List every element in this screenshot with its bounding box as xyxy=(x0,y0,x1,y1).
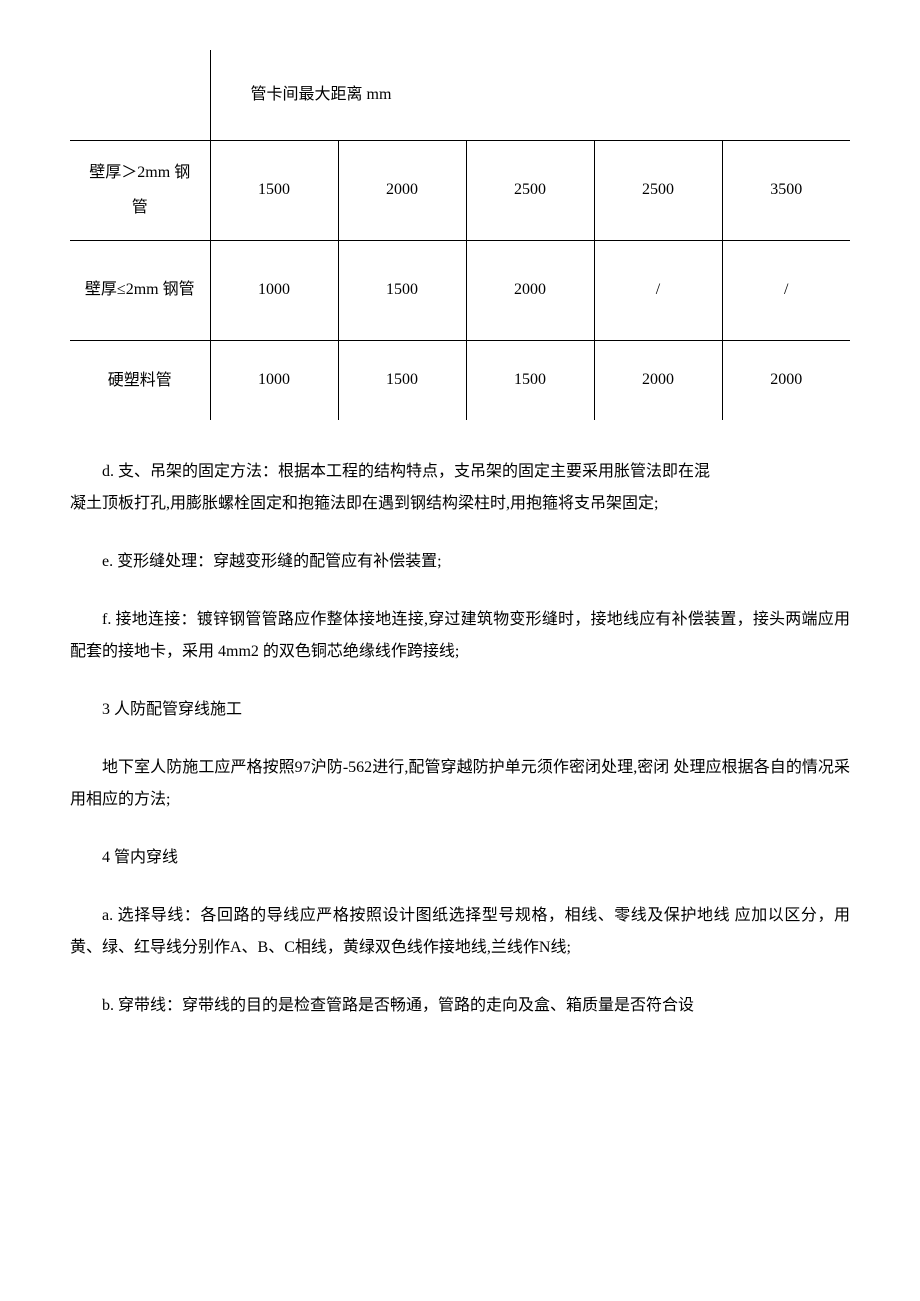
paragraph-a: a. 选择导线：各回路的导线应严格按照设计图纸选择型号规格，相线、零线及保护地线… xyxy=(70,900,850,964)
table-cell: 1000 xyxy=(210,240,338,340)
table-cell: 2500 xyxy=(594,140,722,240)
table-row: 壁厚≤2mm 钢管 1000 1500 2000 / / xyxy=(70,240,850,340)
table-cell: 1500 xyxy=(466,340,594,420)
paragraph-d-line1: d. 支、吊架的固定方法：根据本工程的结构特点，支吊架的固定主要采用胀管法即在混 xyxy=(70,456,850,488)
table-row: 硬塑料管 1000 1500 1500 2000 2000 xyxy=(70,340,850,420)
table-row: 壁厚＞2mm 钢管 1500 2000 2500 2500 3500 xyxy=(70,140,850,240)
table-cell: 2000 xyxy=(722,340,850,420)
table-cell: 1500 xyxy=(210,140,338,240)
table-cell: 1500 xyxy=(338,340,466,420)
paragraph-d-line2: 凝土顶板打孔,用膨胀螺栓固定和抱箍法即在遇到钢结构梁柱时,用抱箍将支吊架固定; xyxy=(70,488,850,520)
row-label: 硬塑料管 xyxy=(70,340,210,420)
table-cell: 3500 xyxy=(722,140,850,240)
heading-3: 3 人防配管穿线施工 xyxy=(70,694,850,726)
table-cell: 1500 xyxy=(338,240,466,340)
paragraph-f: f. 接地连接：镀锌钢管管路应作整体接地连接,穿过建筑物变形缝时，接地线应有补偿… xyxy=(70,604,850,668)
header-title-cell: 管卡间最大距离 mm xyxy=(210,50,850,140)
paragraph-e: e. 变形缝处理：穿越变形缝的配管应有补偿装置; xyxy=(70,546,850,578)
header-empty-cell xyxy=(70,50,210,140)
table-cell: 1000 xyxy=(210,340,338,420)
table-cell: 2500 xyxy=(466,140,594,240)
heading-4: 4 管内穿线 xyxy=(70,842,850,874)
table-cell: 2000 xyxy=(466,240,594,340)
paragraph-b: b. 穿带线：穿带线的目的是检查管路是否畅通，管路的走向及盒、箱质量是否符合设 xyxy=(70,990,850,1022)
table-cell: / xyxy=(594,240,722,340)
row-label: 壁厚≤2mm 钢管 xyxy=(70,240,210,340)
table-cell: / xyxy=(722,240,850,340)
table-cell: 2000 xyxy=(338,140,466,240)
paragraph-3: 地下室人防施工应严格按照97沪防-562进行,配管穿越防护单元须作密闭处理,密闭… xyxy=(70,752,850,816)
row-label: 壁厚＞2mm 钢管 xyxy=(70,140,210,240)
spacing-table: 管卡间最大距离 mm 壁厚＞2mm 钢管 1500 2000 2500 2500… xyxy=(70,50,850,420)
table-header-row: 管卡间最大距离 mm xyxy=(70,50,850,140)
table-cell: 2000 xyxy=(594,340,722,420)
